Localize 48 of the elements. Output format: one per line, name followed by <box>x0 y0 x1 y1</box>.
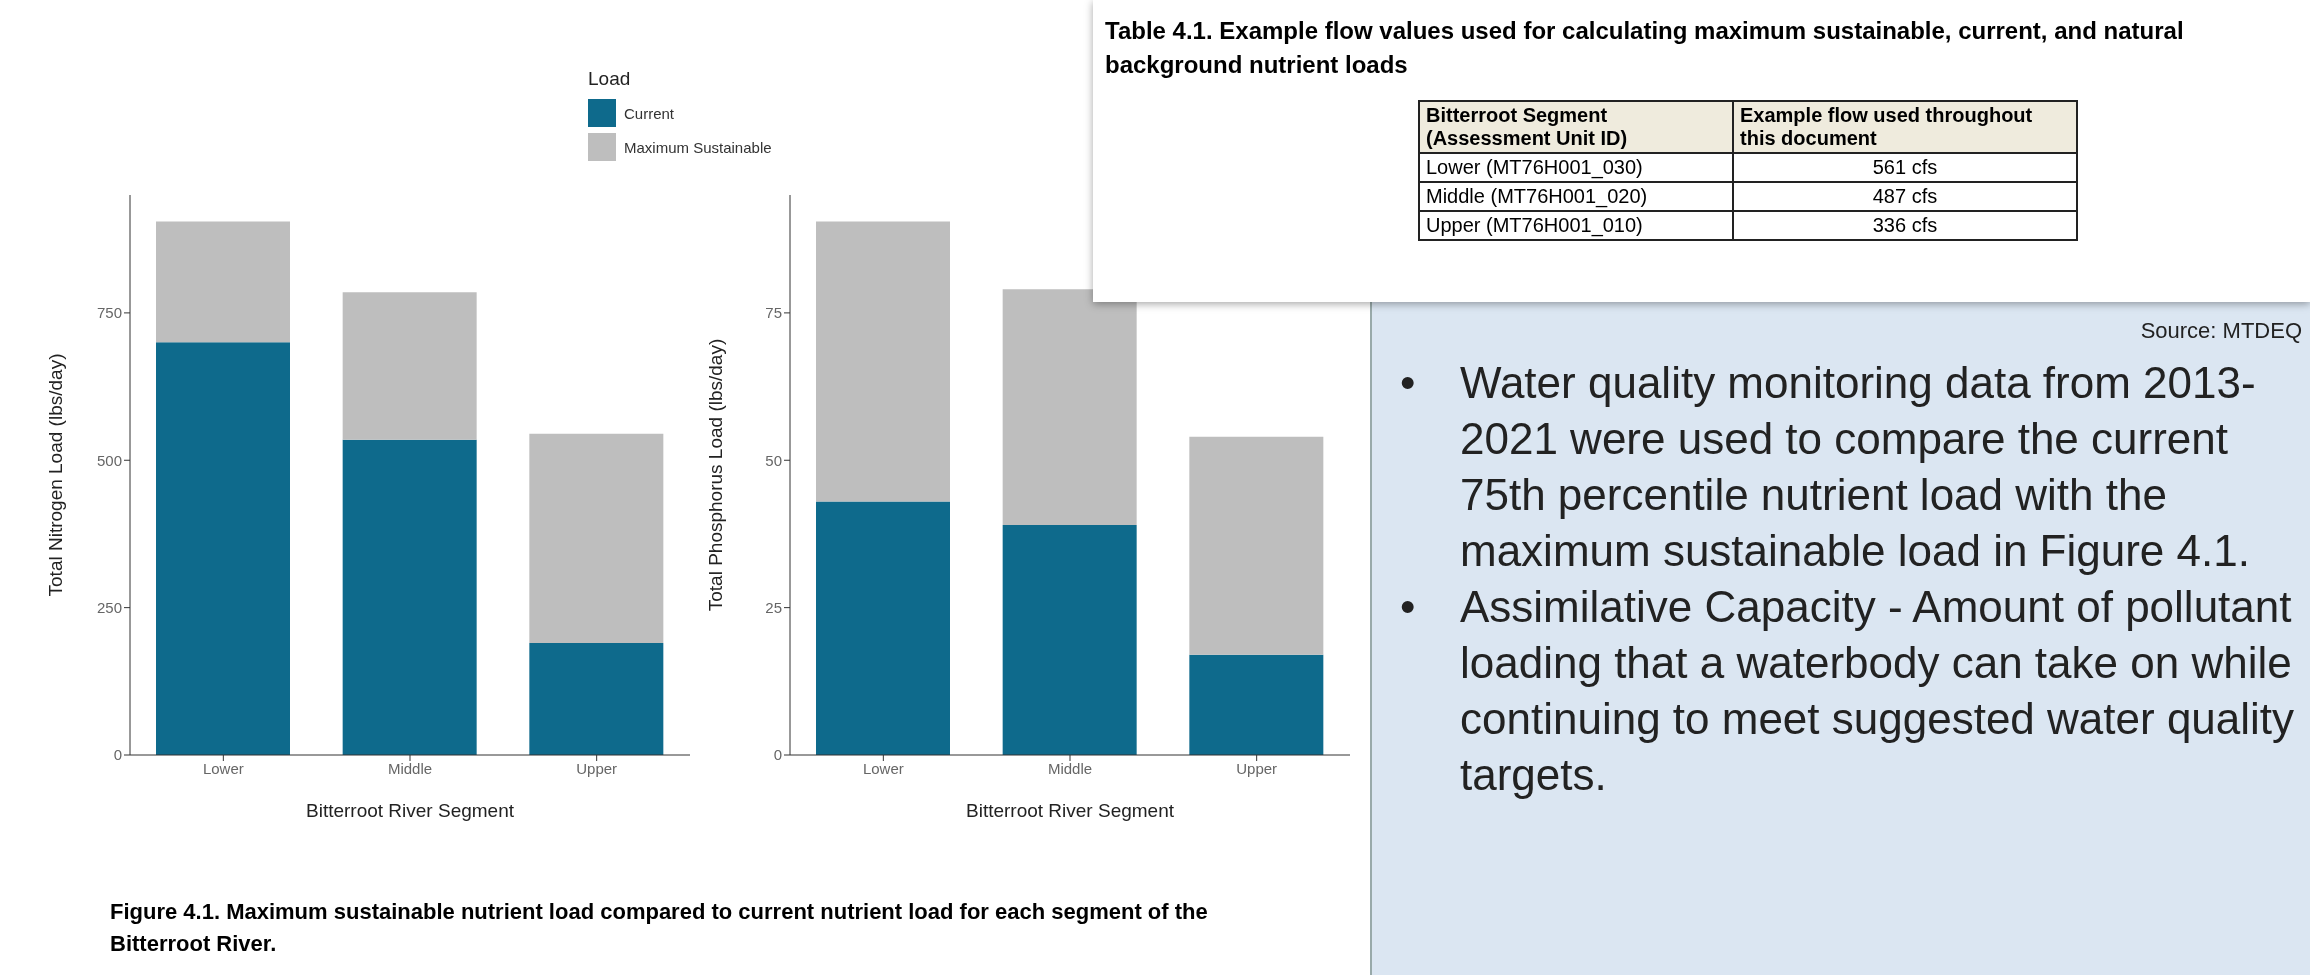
bar <box>1002 525 1137 755</box>
text: Upper (MT76H001_010) <box>1419 211 1733 240</box>
y-tick-label: 0 <box>113 746 122 764</box>
text: Middle (MT76H001_020) <box>1419 182 1733 211</box>
y-tick-label: 25 <box>765 598 782 616</box>
bar <box>342 292 477 440</box>
bar <box>156 342 290 755</box>
text: 561 cfs <box>1733 153 2077 182</box>
text: Bitterroot Segment (Assessment Unit ID) <box>1419 101 1733 153</box>
x-tick-label: Middle <box>387 759 433 777</box>
bar <box>156 221 290 343</box>
x-axis-title: Bitterroot River Segment <box>965 800 1175 821</box>
x-tick-label: Middle <box>1047 759 1093 777</box>
y-axis-title: Total Phosphorus Load (lbs/day) <box>704 338 726 612</box>
text: 336 cfs <box>1733 211 2077 240</box>
bar <box>529 643 664 755</box>
x-tick-label: Lower <box>862 759 904 777</box>
legend-label: Current <box>624 104 675 122</box>
caption: Figure 4.1. Maximum sustainable nutrient load compared to current nutrient load for each segment of the Bitterroot River. <box>110 898 1209 958</box>
text: Assimilative Capacity - Amount of pollutant loading that a waterbody can take on while continuing to meet suggested water quality targets. <box>1460 581 2295 801</box>
text: Table 4.1. Example flow values used for calculating maximum sustainable, current, and natural background nutrient loads <box>1105 16 2185 80</box>
y-tick-label: 500 <box>96 451 122 469</box>
legend-title: Load <box>588 68 632 90</box>
bar <box>529 433 664 643</box>
bar <box>1189 654 1324 755</box>
y-tick-label: 75 <box>765 304 782 322</box>
x-tick-label: Upper <box>576 759 618 777</box>
x-tick-label: Lower <box>202 759 244 777</box>
text: Lower (MT76H001_030) <box>1419 153 1733 182</box>
y-tick-label: 250 <box>96 598 122 616</box>
bar <box>1002 289 1137 526</box>
text: • <box>1400 357 1417 409</box>
bar <box>816 501 950 755</box>
x-axis-title: Bitterroot River Segment <box>305 800 515 821</box>
bar <box>1189 436 1324 655</box>
bar <box>342 439 477 755</box>
text: Water quality monitoring data from 2013-2021 were used to compare the current 75th percentile nutrient load with the maximum sustainable load in Figure 4.1. <box>1460 357 2257 577</box>
y-tick-label: 750 <box>96 304 122 322</box>
text: Example flow used throughout this document <box>1733 101 2077 153</box>
y-tick-label: 0 <box>773 746 782 764</box>
bar <box>816 221 950 502</box>
text: • <box>1400 581 1417 633</box>
source-note: Source: MTDEQ <box>2140 318 2302 344</box>
x-tick-label: Upper <box>1236 759 1278 777</box>
y-axis-title: Total Nitrogen Load (lbs/day) <box>44 353 66 597</box>
y-tick-label: 50 <box>765 451 782 469</box>
text: 487 cfs <box>1733 182 2077 211</box>
legend-label: Maximum Sustainable <box>624 138 772 156</box>
